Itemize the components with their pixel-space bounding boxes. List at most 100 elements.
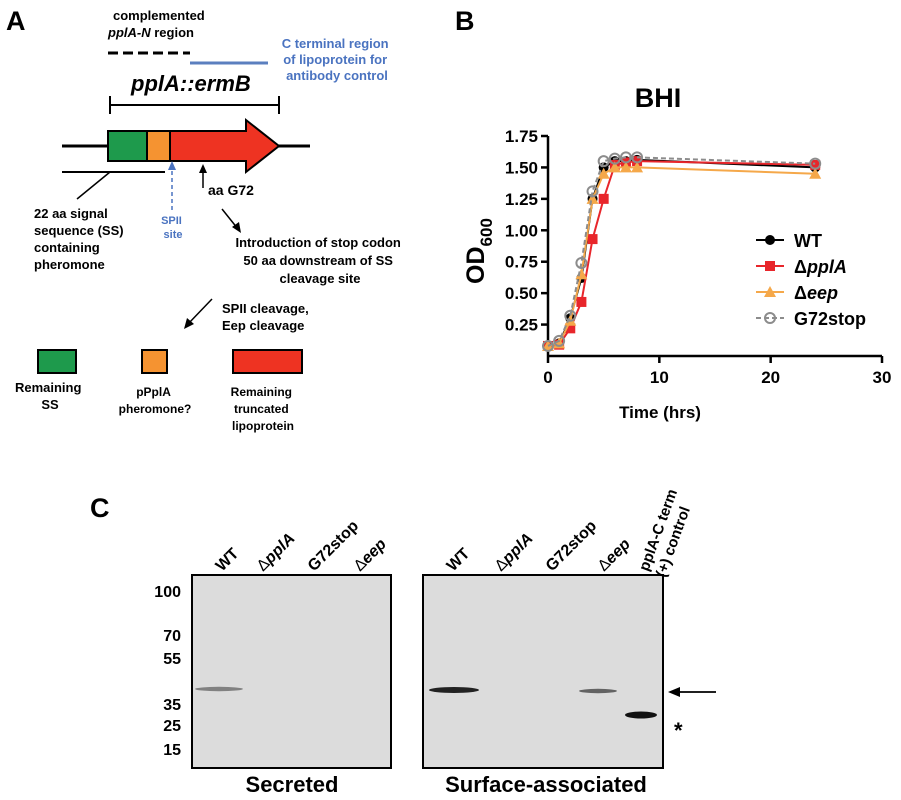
lipoprotein-arrow — [169, 117, 281, 175]
data-point — [598, 193, 609, 204]
data-point — [809, 157, 822, 170]
stop-label-line2: 50 aa downstream of SS — [243, 253, 393, 268]
data-point — [542, 339, 554, 352]
cterm-label-line3: antibody control — [286, 68, 388, 83]
surface-label: Surface-associated — [445, 772, 647, 797]
data-point — [597, 167, 610, 179]
product-ss-label: Remaining SS — [15, 380, 85, 412]
stop-label-line1: Introduction of stop codon — [236, 235, 401, 250]
data-point — [575, 268, 588, 280]
panel-b-letter: B — [455, 6, 475, 36]
y-tick-label: 0.75 — [505, 253, 538, 272]
gene-title: pplA::ermB — [130, 71, 251, 96]
data-point — [586, 192, 599, 204]
stop-codon-label: Introduction of stop codon 50 aa downstr… — [236, 235, 405, 286]
chart-ticks: 0 10 20 30 0.25 0.50 0.75 1.00 1.25 1.50 1.75 — [505, 127, 892, 387]
complemented-label-line1: complemented — [113, 8, 205, 23]
data-point — [619, 161, 632, 173]
legend-item: ΔpplA — [756, 257, 847, 277]
data-point — [810, 159, 821, 170]
lane-label-surface-g72stop: G72stop — [543, 517, 600, 574]
complemented-label-line2: pplA-N region — [107, 25, 194, 40]
cleavage-pointer — [187, 298, 213, 325]
secreted-blot: Secreted WT ΔpplA G72stop Δeep — [191, 517, 392, 797]
y-axis-label-main: OD — [462, 246, 490, 284]
marker-100: 100 — [154, 584, 181, 601]
spii-label-line1: SPII — [161, 215, 182, 227]
legend-item: Δeep — [756, 283, 838, 303]
signal-sequence-label: 22 aa signal sequence (SS) containing ph… — [34, 206, 127, 272]
lane-label-surface-wt: WT — [444, 545, 474, 575]
lane-label-surface-eep: Δeep — [595, 536, 634, 575]
y-axis-label-sub: 600 — [477, 218, 496, 246]
y-tick-label: 0.50 — [505, 284, 538, 303]
data-point — [587, 234, 598, 245]
stop-label-line3: cleavage site — [280, 271, 361, 286]
data-point — [575, 256, 588, 269]
spii-label: SPII site — [161, 215, 185, 241]
x-tick-label: 10 — [650, 368, 669, 387]
series-line — [547, 160, 816, 347]
spii-label-line2: site — [164, 229, 183, 241]
product-lipoprotein-box — [232, 349, 303, 374]
legend-marker — [764, 286, 776, 297]
chart-series — [542, 151, 822, 352]
panel-a: A complemented pplA-N region C terminal … — [6, 6, 405, 433]
data-point — [553, 334, 566, 347]
y-tick-label: 0.25 — [505, 316, 538, 335]
legend-marker — [765, 235, 775, 245]
complemented-suffix: region — [151, 25, 194, 40]
panel-c: C 100 70 55 35 25 15 Secreted WT ΔpplA G… — [90, 483, 716, 797]
x-tick-label: 30 — [873, 368, 892, 387]
chart-title: BHI — [635, 83, 682, 113]
lane-label-secreted-eep: Δeep — [351, 536, 390, 575]
pheromone-box — [146, 130, 171, 162]
marker-70: 70 — [163, 628, 181, 645]
cleavage-label-line1: SPII cleavage, — [222, 301, 309, 316]
product-pheromone-label: pPplA pheromone? — [119, 385, 192, 416]
x-axis-label: Time (hrs) — [619, 403, 701, 422]
marker-55: 55 — [163, 651, 181, 668]
asterisk-marker: * — [674, 718, 683, 743]
complemented-gene: pplA-N — [107, 25, 151, 40]
chart-axes — [546, 136, 882, 358]
legend-item: G72stop — [756, 309, 866, 329]
secreted-label: Secreted — [246, 772, 339, 797]
secreted-band-wt — [195, 686, 243, 692]
data-point — [809, 167, 822, 179]
signal-label-line2: sequence (SS) — [34, 223, 124, 238]
g72-label: aa G72 — [208, 182, 254, 198]
y-tick-label: 1.00 — [505, 221, 538, 240]
series-line — [547, 166, 816, 347]
data-point — [564, 309, 577, 322]
series-eep — [542, 161, 822, 351]
data-point — [597, 155, 610, 168]
surface-blot: Surface-associated WT ΔpplA G72stop Δeep… — [422, 483, 716, 797]
signal-pointer — [76, 171, 111, 200]
cleavage-products: Remaining SS pPplA pheromone? Remaining … — [15, 349, 303, 433]
product-lipoprotein-label: Remaining truncated lipoprotein — [231, 385, 296, 433]
series-g72stop — [542, 151, 822, 352]
data-point — [631, 151, 644, 164]
data-point — [576, 296, 587, 307]
y-axis-label: OD600 — [462, 218, 496, 284]
data-point — [565, 323, 576, 334]
legend-label: Δeep — [794, 283, 838, 303]
marker-35: 35 — [163, 697, 181, 714]
secreted-lane-labels: WT ΔpplA G72stop Δeep — [213, 517, 390, 574]
lane-label-secreted-wt: WT — [213, 545, 243, 575]
data-point — [586, 185, 599, 198]
mw-markers: 100 70 55 35 25 15 — [154, 584, 181, 759]
spii-arrowhead — [168, 161, 176, 170]
surface-band-eep — [579, 688, 617, 694]
y-tick-label: 1.25 — [505, 190, 538, 209]
data-point — [608, 152, 621, 165]
y-tick-label: 1.50 — [505, 158, 538, 177]
lane-label-control: pplA-C term (+) control — [636, 483, 700, 580]
product-pheromone-box — [141, 349, 168, 374]
band-arrow-head — [668, 687, 680, 697]
surface-lane-labels: WT ΔpplA G72stop Δeep pplA-C term (+) co… — [444, 483, 700, 580]
legend-marker — [765, 261, 775, 271]
surface-band-wt — [429, 687, 479, 693]
